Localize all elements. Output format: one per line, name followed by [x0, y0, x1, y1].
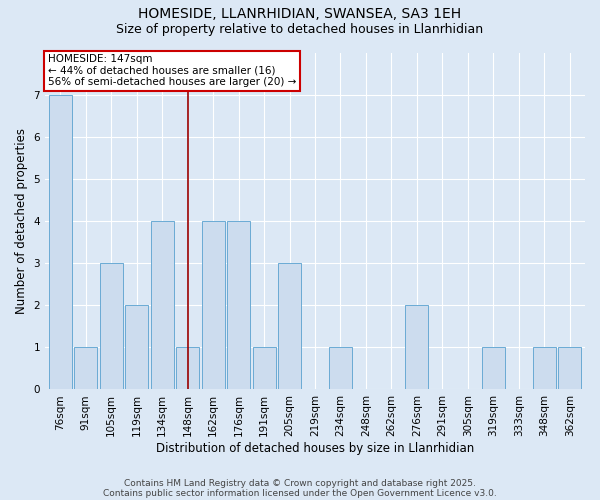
Y-axis label: Number of detached properties: Number of detached properties: [15, 128, 28, 314]
Bar: [227, 221, 250, 390]
Text: Contains HM Land Registry data © Crown copyright and database right 2025.: Contains HM Land Registry data © Crown c…: [124, 478, 476, 488]
Bar: [125, 305, 148, 390]
Bar: [329, 348, 352, 390]
Text: HOMESIDE: 147sqm
← 44% of detached houses are smaller (16)
56% of semi-detached : HOMESIDE: 147sqm ← 44% of detached house…: [48, 54, 296, 88]
Text: Contains public sector information licensed under the Open Government Licence v3: Contains public sector information licen…: [103, 488, 497, 498]
Bar: [482, 348, 505, 390]
Text: HOMESIDE, LLANRHIDIAN, SWANSEA, SA3 1EH: HOMESIDE, LLANRHIDIAN, SWANSEA, SA3 1EH: [139, 8, 461, 22]
Bar: [278, 263, 301, 390]
Bar: [202, 221, 224, 390]
Bar: [558, 348, 581, 390]
Bar: [49, 94, 72, 390]
X-axis label: Distribution of detached houses by size in Llanrhidian: Distribution of detached houses by size …: [156, 442, 474, 455]
Bar: [74, 348, 97, 390]
Bar: [253, 348, 275, 390]
Bar: [533, 348, 556, 390]
Bar: [151, 221, 173, 390]
Bar: [176, 348, 199, 390]
Text: Size of property relative to detached houses in Llanrhidian: Size of property relative to detached ho…: [116, 22, 484, 36]
Bar: [406, 305, 428, 390]
Bar: [100, 263, 123, 390]
